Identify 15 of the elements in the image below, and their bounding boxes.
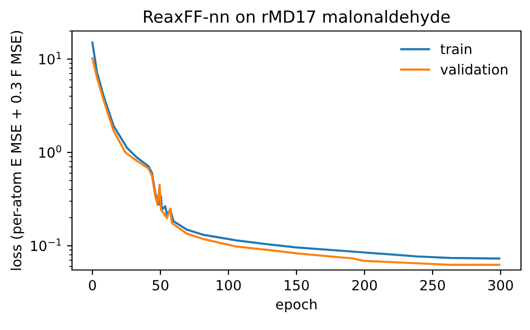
x-tick-label: 50 xyxy=(152,280,168,290)
y-axis-title: loss (per-atom E MSE + 0.3 F MSE) xyxy=(10,30,24,270)
x-tick-label: 250 xyxy=(420,280,445,290)
legend-label: train xyxy=(440,44,472,54)
y-tick-label: 10$^{0}$ xyxy=(39,145,62,158)
chart-title: ReaxFF-nn on rMD17 malonaldehyde xyxy=(144,10,450,26)
x-tick-label: 150 xyxy=(284,280,309,290)
y-tick-label: 10$^{1}$ xyxy=(39,52,61,64)
x-tick-label: 100 xyxy=(216,280,241,290)
x-tick-label: 200 xyxy=(352,280,377,290)
legend-label: validation xyxy=(440,64,508,75)
y-tick-label: 10$^{−1}$ xyxy=(31,238,61,252)
x-tick-label: 0 xyxy=(88,280,96,290)
x-tick-label: 300 xyxy=(488,280,513,290)
x-axis-title: epoch xyxy=(276,298,316,312)
